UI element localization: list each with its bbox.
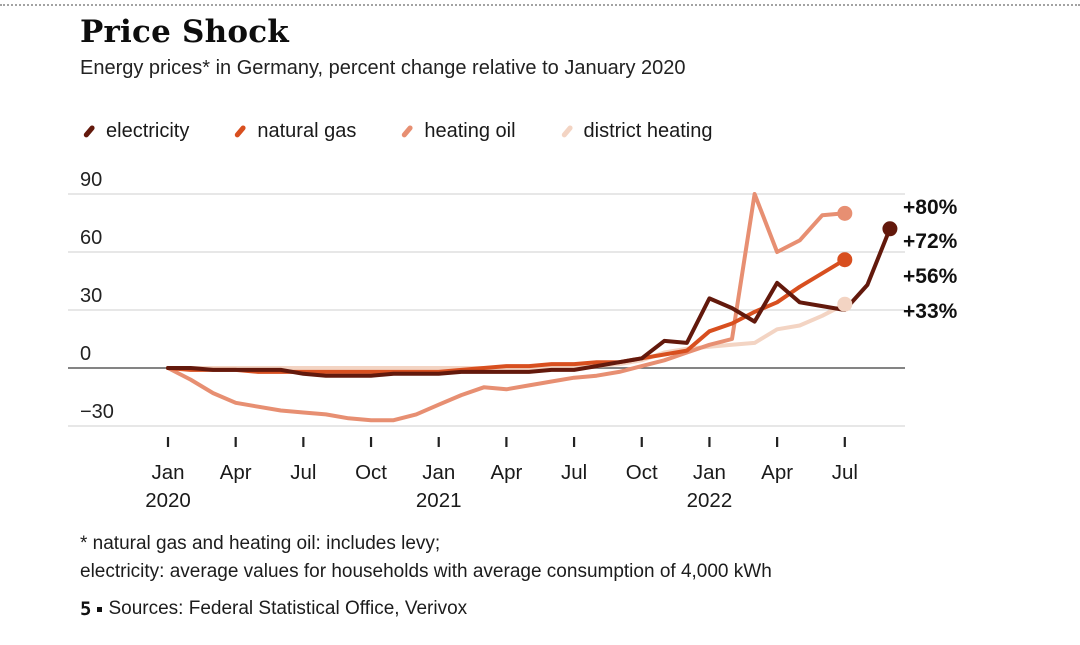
source-text: Sources: Federal Statistical Office, Ver… (108, 598, 468, 619)
legend-item-district-heating: district heating (560, 120, 713, 143)
y-axis-tick-label: 0 (80, 343, 91, 365)
series-line-heating-oil (166, 192, 847, 423)
legend-item-electricity: electricity (82, 120, 189, 143)
footnote-line-1: * natural gas and heating oil: includes … (80, 533, 441, 554)
x-axis-month-label: Apr (761, 461, 793, 484)
square-bullet-icon (97, 606, 103, 612)
series-end-dot-heating-oil (837, 205, 853, 221)
y-axis-tick-label: 60 (80, 227, 102, 249)
line-swatch-icon (401, 124, 414, 139)
end-value-label-district-heating: +33% (903, 300, 958, 323)
x-axis-year-label: 2020 (145, 489, 191, 512)
footnote-line-2: electricity: average values for househol… (80, 561, 772, 582)
end-value-label-electricity: +72% (903, 230, 958, 253)
y-axis-tick-label: −30 (80, 401, 114, 423)
x-axis-month-label: Jul (561, 461, 587, 484)
x-axis-month-label: Apr (490, 461, 522, 484)
series-end-dot-electricity (882, 221, 898, 237)
x-axis-month-label: Jan (151, 461, 184, 484)
x-axis-month-label: Oct (626, 461, 658, 484)
chart-legend: electricity natural gas heating oil dist… (82, 120, 712, 143)
x-axis-month-label: Jul (290, 461, 316, 484)
series-end-dot-district-heating (837, 296, 853, 312)
statista-logo: 5 (80, 598, 92, 620)
x-axis-month-label: Jan (693, 461, 726, 484)
legend-item-heating-oil: heating oil (400, 120, 516, 143)
source-line: 5 Sources: Federal Statistical Office, V… (80, 598, 467, 620)
legend-label: electricity (106, 120, 190, 142)
x-axis-month-label: Jul (832, 461, 858, 484)
chart-subtitle: Energy prices* in Germany, percent chang… (80, 57, 686, 79)
x-axis-year-label: 2022 (687, 489, 733, 512)
x-axis-month-label: Apr (220, 461, 252, 484)
end-value-label-heating-oil: +80% (903, 196, 958, 219)
legend-label: natural gas (257, 120, 357, 142)
line-swatch-icon (560, 124, 573, 139)
legend-label: district heating (583, 120, 713, 142)
x-axis-year-label: 2021 (416, 489, 462, 512)
y-axis-tick-label: 90 (80, 169, 102, 191)
x-axis-month-label: Jan (422, 461, 455, 484)
price-chart-svg: 90 60 30 0 −30 Jan 2020 Apr Jul Oct Jan 2021 Apr Jul O… (68, 169, 958, 512)
series-line-electricity (166, 226, 892, 378)
line-swatch-icon (234, 124, 247, 139)
series-end-dot-natural-gas (837, 252, 853, 268)
x-axis-month-label: Oct (355, 461, 387, 484)
page-title: Price Shock (80, 14, 289, 50)
line-swatch-icon (82, 124, 96, 139)
legend-label: heating oil (424, 120, 516, 142)
legend-item-natural-gas: natural gas (233, 120, 356, 143)
end-value-label-natural-gas: +56% (903, 265, 958, 288)
y-axis-tick-label: 30 (80, 285, 102, 307)
top-dotted-divider (0, 4, 1080, 6)
line-chart: 90 60 30 0 −30 Jan 2020 Apr Jul Oct Jan 2021 Apr Jul O… (0, 160, 1000, 520)
